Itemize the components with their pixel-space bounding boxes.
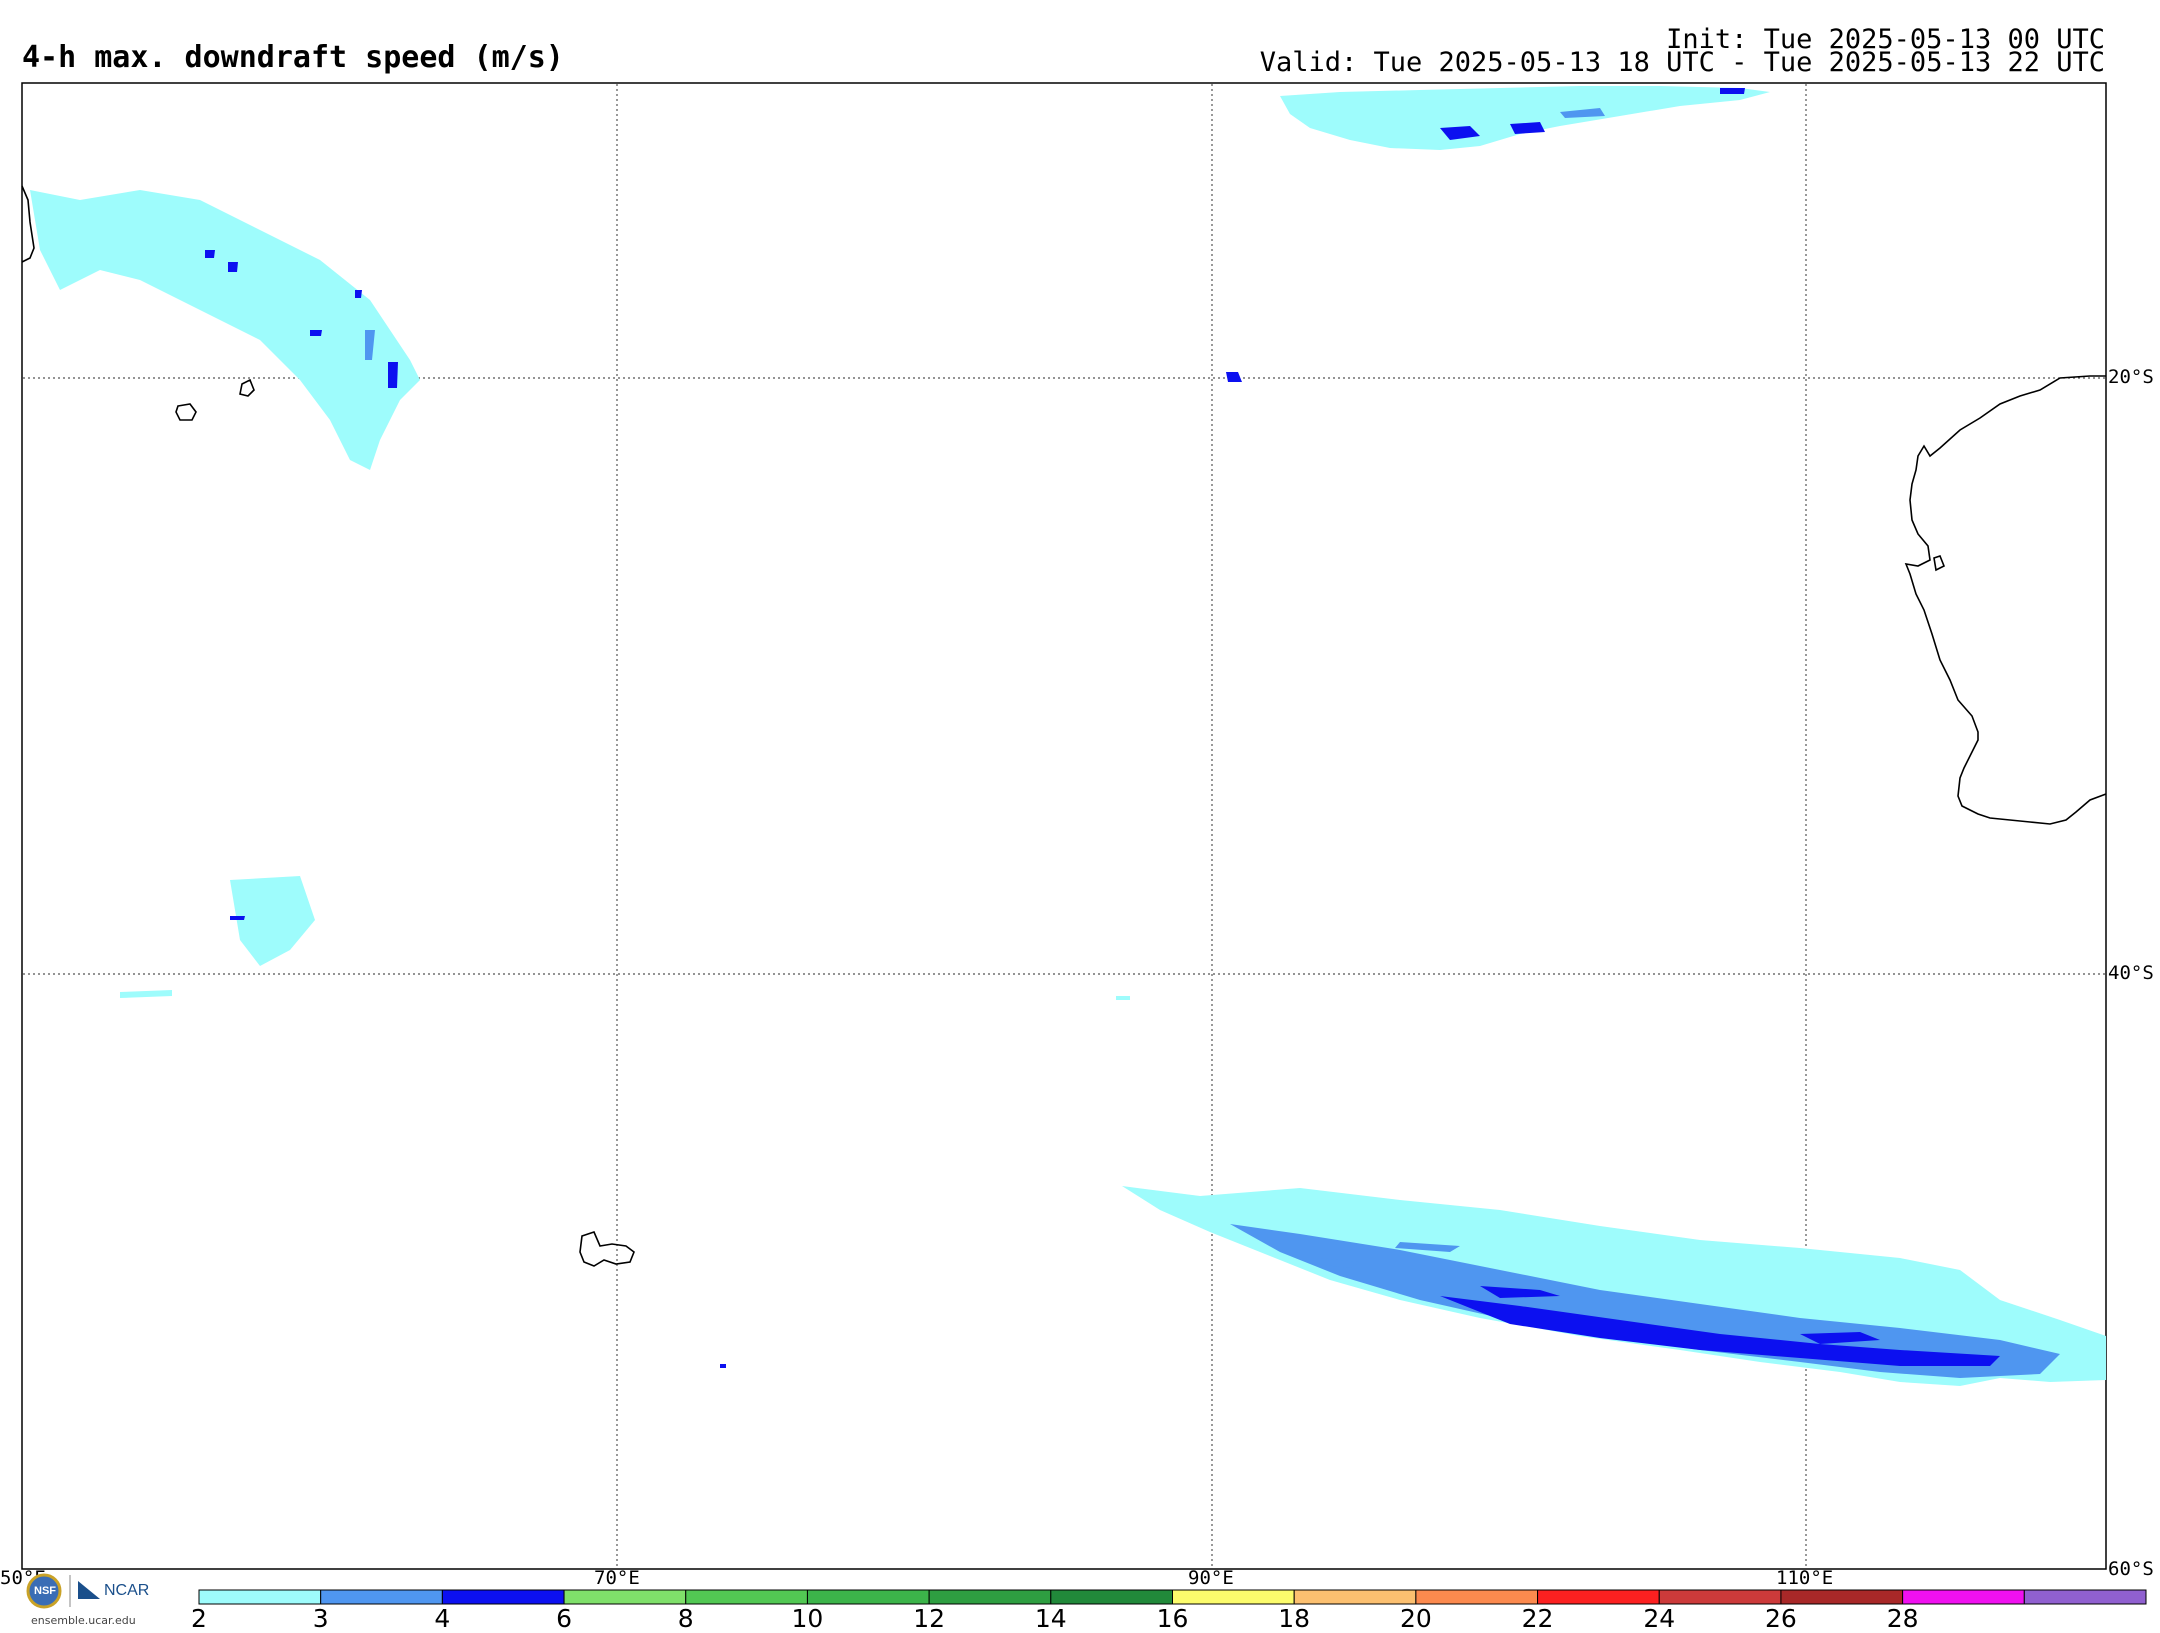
colorbar-segment	[2023, 1589, 2147, 1605]
colorbar-segment	[563, 1589, 687, 1605]
colorbar-segment	[1293, 1589, 1417, 1605]
colorbar-segment	[1050, 1589, 1173, 1605]
colorbar-tick-label: 18	[1278, 1604, 1311, 1633]
colorbar-tick-label: 14	[1034, 1604, 1067, 1633]
downdraft-field-northwest	[30, 190, 420, 470]
lon-label-90e: 90°E	[1188, 1567, 1234, 1589]
init-time: Init: Tue 2025-05-13 00 UTC	[1666, 24, 2105, 55]
ncar-label: NCAR	[104, 1582, 150, 1599]
colorbar-tick-label: 8	[677, 1604, 694, 1633]
colorbar-segment	[1172, 1589, 1295, 1605]
forecast-time-info: Init: Tue 2025-05-13 00 UTC Valid: Tue 2…	[1259, 24, 2105, 78]
colorbar-segment	[685, 1589, 808, 1605]
lat-label-60s: 60°S	[2108, 1558, 2154, 1580]
map-title: 4-h max. downdraft speed (m/s)	[22, 40, 564, 75]
colorbar-segment	[1902, 1589, 2025, 1605]
nsf-label: NSF	[34, 1585, 56, 1597]
coastlines	[21, 185, 2107, 1267]
reunion-outline	[239, 378, 255, 397]
madagascar-coast	[21, 185, 35, 263]
rottnest-outline	[1933, 555, 1946, 572]
lon-label-110e: 110°E	[1776, 1567, 1834, 1589]
nsf-ncar-logo	[26, 1573, 100, 1609]
colorbar-segment	[1780, 1589, 1904, 1605]
colorbar-segment	[441, 1589, 565, 1605]
colorbar-tick-label: 12	[913, 1604, 946, 1633]
colorbar-segment	[320, 1589, 443, 1605]
kerguelen-outline	[579, 1231, 635, 1267]
colorbar-tick-label: 26	[1765, 1604, 1797, 1633]
australia-coast	[1904, 375, 2107, 825]
colorbar-tick-label: 3	[312, 1604, 329, 1633]
downdraft-field-south	[1122, 1186, 2106, 1386]
colorbar-tick-label: 22	[1521, 1604, 1554, 1633]
mauritius-outline	[175, 403, 197, 421]
ensemble-url: ensemble.ucar.edu	[31, 1614, 136, 1627]
colorbar-tick-label: 4	[434, 1604, 451, 1633]
ncar-mark-icon	[78, 1581, 100, 1599]
colorbar-tick-label: 20	[1399, 1604, 1432, 1633]
colorbar-tick-label: 10	[791, 1604, 824, 1633]
colorbar-segment	[806, 1589, 930, 1605]
colorbar-tick-label: 2	[191, 1604, 207, 1633]
lat-label-20s: 20°S	[2108, 366, 2154, 388]
valid-time: Valid: Tue 2025-05-13 18 UTC - Tue 2025-…	[1259, 47, 2105, 78]
colorbar-tick-label: 16	[1156, 1604, 1189, 1633]
colorbar	[198, 1589, 2147, 1605]
colorbar-tick-label: 28	[1886, 1604, 1919, 1633]
lon-label-70e: 70°E	[594, 1567, 640, 1589]
colorbar-tick-label: 6	[556, 1604, 573, 1633]
map-frame	[21, 82, 2107, 1570]
colorbar-segment	[198, 1589, 322, 1605]
downdraft-field-misc	[120, 372, 1242, 1368]
lat-label-40s: 40°S	[2108, 962, 2154, 984]
nsf-seal-icon	[26, 1573, 62, 1609]
colorbar-segment	[1658, 1589, 1782, 1605]
colorbar-segment	[1415, 1589, 1539, 1605]
colorbar-segment	[1537, 1589, 1660, 1605]
colorbar-tick-label: 24	[1643, 1604, 1676, 1633]
colorbar-segment	[928, 1589, 1052, 1605]
downdraft-field-north	[1280, 86, 1770, 150]
